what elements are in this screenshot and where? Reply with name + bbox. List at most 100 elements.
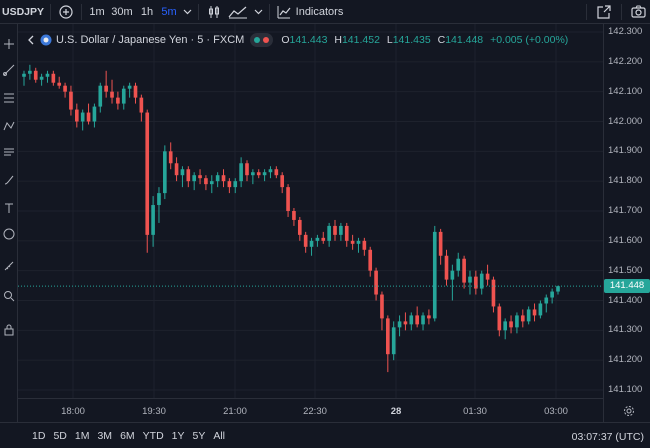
candle-body <box>474 276 478 289</box>
candle-body <box>438 231 443 256</box>
ohlc-close-value: 141.448 <box>445 34 484 46</box>
interval-dropdown-button[interactable] <box>180 0 194 24</box>
price-tick-label: 141.600 <box>608 234 643 246</box>
utc-clock[interactable]: 03:07:37 (UTC) <box>571 431 644 443</box>
price-axis[interactable]: 142.300 142.200 142.100 142.000 141.900 141.8… <box>603 24 650 422</box>
candle-body <box>168 151 173 164</box>
chart-style-dropdown-button[interactable] <box>251 0 265 24</box>
brush-tool[interactable] <box>2 174 15 187</box>
candle-body <box>245 163 249 176</box>
collapse-legend-icon[interactable] <box>26 35 36 45</box>
price-tick-label: 141.800 <box>608 175 643 187</box>
candles-icon <box>209 5 219 18</box>
candle-body <box>239 163 243 182</box>
fullscreen-button[interactable] <box>591 0 617 24</box>
candle-body <box>256 172 261 176</box>
area-style-button[interactable] <box>225 0 251 24</box>
range-1m-button[interactable]: 1M <box>74 429 90 442</box>
symbol-search-button[interactable]: USDJPY <box>1 5 44 18</box>
settings-gear-icon[interactable] <box>623 405 635 417</box>
trend-line-tool[interactable] <box>2 64 15 77</box>
price-tick-label: 141.900 <box>608 145 643 157</box>
icon-tool[interactable] <box>2 228 15 241</box>
range-3m-button[interactable]: 3M <box>97 429 113 442</box>
text-icon <box>4 203 13 213</box>
candle-body <box>69 91 73 110</box>
ohlc-change-value: +0.005 (+0.00%) <box>490 34 569 46</box>
candle-body <box>321 237 326 241</box>
market-open-dot <box>254 37 261 43</box>
bottom-range-bar: 1D 5D 1M 3M 6M YTD 1Y 5Y All 03:07:37 (U… <box>0 422 650 448</box>
candle-body <box>221 175 226 182</box>
candle-body <box>174 163 179 176</box>
ohlc-high-key: H <box>334 34 342 46</box>
indicators-label: Indicators <box>295 5 344 18</box>
candle-body <box>550 291 554 298</box>
top-toolbar: USDJPY 1m 30m 1h 5m Indicators <box>0 0 650 24</box>
candle-body <box>286 187 290 211</box>
candle-body <box>526 309 531 322</box>
market-status-pill[interactable] <box>250 33 274 47</box>
chart-pane[interactable] <box>18 24 603 398</box>
candlestick-chart[interactable] <box>18 24 603 398</box>
forecast-tool[interactable] <box>2 148 15 161</box>
ohlc-readout: O141.443 H141.452 L141.435 C141.448 +0.0… <box>281 34 572 46</box>
candle-body <box>215 175 220 182</box>
lock-tool[interactable] <box>2 324 15 337</box>
candle-body <box>368 249 373 271</box>
candle-body <box>356 240 361 244</box>
candle-body <box>51 73 56 83</box>
candle-body <box>309 240 314 247</box>
candle-body <box>456 258 461 271</box>
range-5d-button[interactable]: 5D <box>53 429 67 442</box>
pattern-icon <box>3 121 14 131</box>
range-6m-button[interactable]: 6M <box>120 429 135 442</box>
candle-body <box>209 181 214 185</box>
interval-30m-button[interactable]: 30m <box>111 5 133 18</box>
candle-body <box>362 240 367 250</box>
last-price-badge: 141.448 <box>604 279 650 294</box>
bars-style-button[interactable] <box>203 0 225 24</box>
candle-body <box>86 112 91 122</box>
range-ytd-button[interactable]: YTD <box>142 429 164 442</box>
lock-icon <box>4 324 13 336</box>
fib-tool[interactable] <box>2 92 15 105</box>
candle-body <box>98 85 103 107</box>
range-5y-button[interactable]: 5Y <box>192 429 206 442</box>
indicators-button[interactable]: Indicators <box>274 0 346 24</box>
zoom-tool[interactable] <box>2 290 15 303</box>
range-all-button[interactable]: All <box>213 429 226 442</box>
interval-1h-button[interactable]: 1h <box>140 5 154 18</box>
interval-5m-button[interactable]: 5m <box>161 5 177 18</box>
ohlc-high-value: 141.452 <box>341 34 380 46</box>
time-tick-label: 22:30 <box>303 406 327 417</box>
range-1y-button[interactable]: 1Y <box>171 429 185 442</box>
candle-body <box>33 70 38 80</box>
interval-1m-button[interactable]: 1m <box>89 5 105 18</box>
candle-body <box>163 151 167 194</box>
price-tick-label: 142.000 <box>608 115 643 127</box>
range-1d-button[interactable]: 1D <box>32 429 46 442</box>
measure-tool[interactable] <box>2 260 15 273</box>
text-tool[interactable] <box>2 202 15 215</box>
ruler-icon <box>4 261 13 271</box>
compare-symbol-button[interactable] <box>55 0 77 24</box>
candle-body <box>538 303 543 316</box>
crosshair-icon <box>3 39 14 49</box>
candle-body <box>444 255 449 280</box>
candle-body <box>544 297 549 304</box>
candle-body <box>104 85 108 92</box>
toolbar-divider <box>621 3 622 20</box>
candle-body <box>468 276 472 283</box>
candle-body <box>227 181 232 188</box>
pattern-tool[interactable] <box>2 120 15 133</box>
candle-body <box>57 82 62 86</box>
candle-body <box>157 193 161 206</box>
snapshot-button[interactable] <box>626 0 650 24</box>
candle-body <box>421 315 425 325</box>
time-axis[interactable]: 18:00 19:30 21:00 22:30 28 01:30 03:00 <box>18 398 634 422</box>
candle-body <box>462 258 466 283</box>
candle-body <box>204 178 208 185</box>
forecast-icon <box>3 148 14 156</box>
crosshair-tool[interactable] <box>2 38 15 51</box>
